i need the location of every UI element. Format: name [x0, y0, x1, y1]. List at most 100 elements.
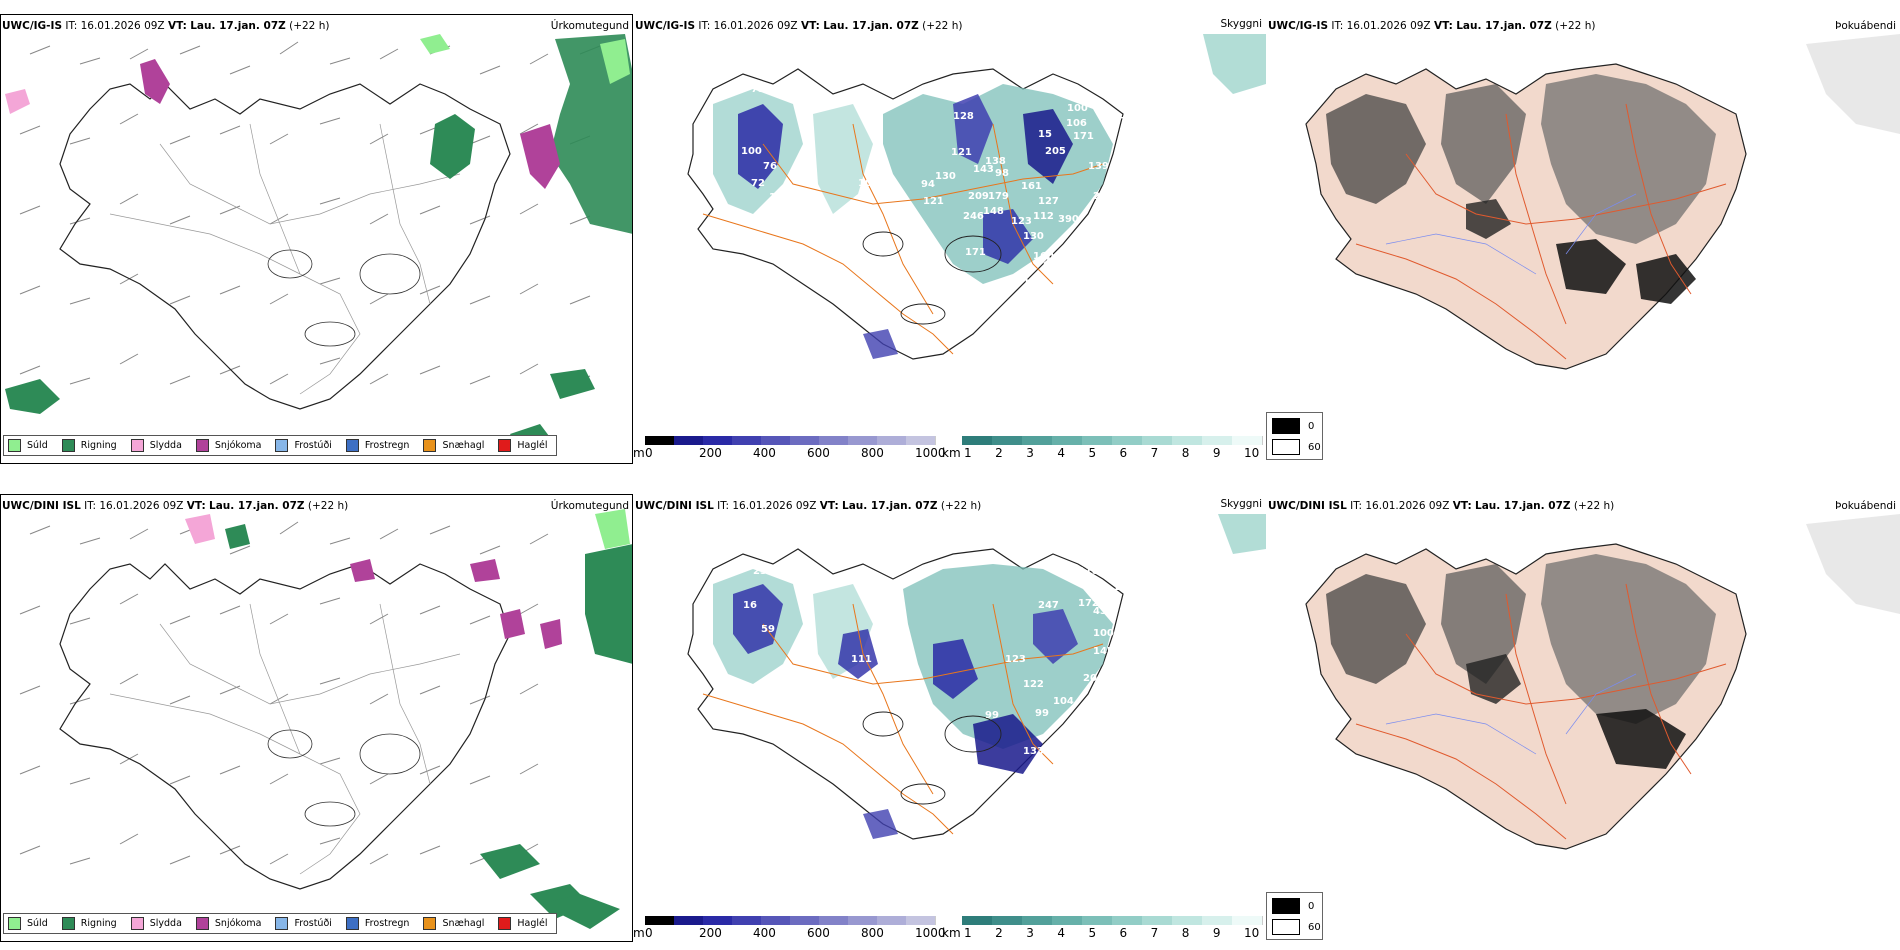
it-value: 16.01.2026 09Z	[732, 500, 817, 512]
cloud-value-label: 121	[923, 196, 944, 207]
colorbar-tick: 200	[699, 446, 722, 460]
it-value: 16.01.2026 09Z	[99, 500, 184, 512]
it-label: IT:	[84, 500, 97, 512]
vt-value: Lau. 17.jan. 07Z	[1456, 20, 1552, 32]
cloud-value-label: 89	[771, 212, 785, 223]
panel-title-bottom-cloud: UWC/DINI ISL IT: 16.01.2026 09Z VT: Lau.…	[635, 500, 981, 512]
colorbar-segment	[848, 916, 878, 925]
cloud-value-label: 16	[743, 600, 757, 611]
iceland-outline	[59, 83, 511, 410]
legend-swatch	[8, 917, 21, 930]
panel-type-label: Skyggni	[1220, 18, 1263, 30]
colorbar-tick: 8	[1181, 926, 1190, 940]
colorbar-tick: 400	[753, 446, 776, 460]
precip-blobs	[185, 509, 633, 929]
cloud-value-label: 209	[968, 191, 989, 202]
cloud-value-label: 246	[963, 211, 984, 222]
cloud-value-label: 123	[1011, 216, 1032, 227]
colorbar-tick: 1000	[915, 446, 946, 460]
roads	[1355, 583, 1727, 840]
colorbar-segment	[645, 916, 675, 925]
colorbar-tick: 600	[807, 446, 830, 460]
blue-fields	[738, 94, 1073, 359]
colorbar-tick: 200	[699, 926, 722, 940]
legend-swatch	[130, 439, 144, 452]
vt-value: Lau. 17.jan. 07Z	[190, 20, 286, 32]
legend-item: Snæhagl	[423, 439, 484, 452]
colorbar-segment	[906, 916, 936, 925]
legend-item: Snjókoma	[195, 917, 261, 930]
precip-legend: Súld Rigning Slydda Snjókoma Frostúði Fr…	[3, 913, 557, 934]
legend-item: Frostúði	[275, 439, 332, 452]
legend-item: Snæhagl	[423, 917, 484, 930]
legend-item: Frostúði	[275, 917, 332, 930]
cloud-value-label: 35	[1129, 650, 1143, 661]
colorbar-segment	[645, 436, 675, 445]
cloud-value-label: 171	[965, 247, 986, 258]
cloud-value-label: 145	[1093, 646, 1114, 657]
colorbar-tick: 600	[807, 926, 830, 940]
cloud-value-label: 143	[973, 164, 994, 175]
cloud-value-label: 280	[1043, 256, 1064, 267]
cloud-value-label: 130	[1023, 231, 1044, 242]
colorbar-segment	[1052, 436, 1083, 445]
roads	[702, 123, 1104, 355]
fog-map-bottom	[1266, 494, 1900, 942]
cloud-value-label: 139	[1088, 161, 1109, 172]
lead-time: (+22 h)	[289, 20, 330, 32]
colorbar-tick: 1	[964, 926, 972, 940]
visibility-map-bottom: 23 16 59 111 118 136 247 172 100 145 501…	[633, 494, 1266, 942]
lead-time: (+22 h)	[940, 500, 982, 512]
panel-type-label: Þokuábendi	[1835, 20, 1896, 32]
panel-type-label: Úrkomutegund	[550, 20, 629, 32]
cloud-value-label: 100	[1067, 103, 1088, 114]
legend-item: Snjókoma	[195, 439, 261, 452]
cloud-value-label: 97	[1079, 734, 1093, 745]
legend-swatch	[345, 917, 359, 930]
vt-value: Lau. 17.jan. 07Z	[823, 20, 919, 32]
colorbar-segment	[962, 436, 993, 445]
colorbar-segment	[1142, 916, 1173, 925]
cloud-value-label: 114	[1065, 748, 1086, 759]
roads	[109, 123, 461, 395]
model-name: UWC/IG-IS	[2, 20, 63, 32]
precip-type-panel-top: UWC/IG-IS IT: 16.01.2026 09Z VT: Lau. 17…	[0, 14, 633, 464]
colorbar-segment	[1142, 436, 1173, 445]
it-label: IT:	[65, 20, 78, 32]
legend-item: Haglél	[498, 917, 548, 930]
colorbar-segment	[732, 916, 762, 925]
fog-map-top	[1266, 14, 1900, 464]
cloud-value-label: 110	[1128, 721, 1149, 732]
colorbar-segment	[761, 436, 791, 445]
model-name: UWC/DINI ISL	[2, 500, 81, 512]
it-label: IT:	[1350, 500, 1363, 512]
colorbar-tick: 1	[964, 446, 972, 460]
model-name: UWC/DINI ISL	[635, 500, 714, 512]
legend-item: Frostregn	[345, 439, 409, 452]
fog-gray-fields	[1326, 34, 1900, 304]
cloud-value-label: 99	[1035, 708, 1049, 719]
colorbar-tick: 10	[1244, 446, 1260, 460]
colorbar-tick: 4	[1057, 926, 1065, 940]
colorbar-segment	[992, 916, 1023, 925]
legend-item: Rigning	[61, 917, 117, 930]
colorbar-segment	[1202, 436, 1233, 445]
cloud-value-label: 148	[983, 206, 1004, 217]
visibility-colorbar-top: km 1 2 3 4 5 6 7 8 9 10	[942, 436, 1266, 460]
colorbar-segment	[674, 916, 704, 925]
colorbar-tick: 0	[645, 926, 653, 940]
visibility-map-top: 73 100 76 72 148 89 104 94 121 130 121 1…	[633, 14, 1266, 464]
legend-item: Frostregn	[345, 917, 409, 930]
cloud-value-label: 104	[1053, 696, 1074, 707]
roads	[702, 603, 1104, 835]
fog-index-panel-top: UWC/IG-IS IT: 16.01.2026 09Z VT: Lau. 17…	[1266, 14, 1900, 464]
colorbar-segment	[1232, 916, 1263, 925]
colorbar-segment	[877, 916, 907, 925]
legend-item: Slydda	[130, 439, 182, 452]
colorbar-tick: 0	[645, 446, 653, 460]
cloud-value-label: 161	[1021, 181, 1042, 192]
colorbar-tick: 1000	[915, 926, 946, 940]
panel-title-bottom-fog: UWC/DINI ISL IT: 16.01.2026 09Z VT: Lau.…	[1268, 500, 1614, 512]
colorbar-tick: 9	[1212, 446, 1221, 460]
cloud-value-label: 122	[1023, 679, 1044, 690]
